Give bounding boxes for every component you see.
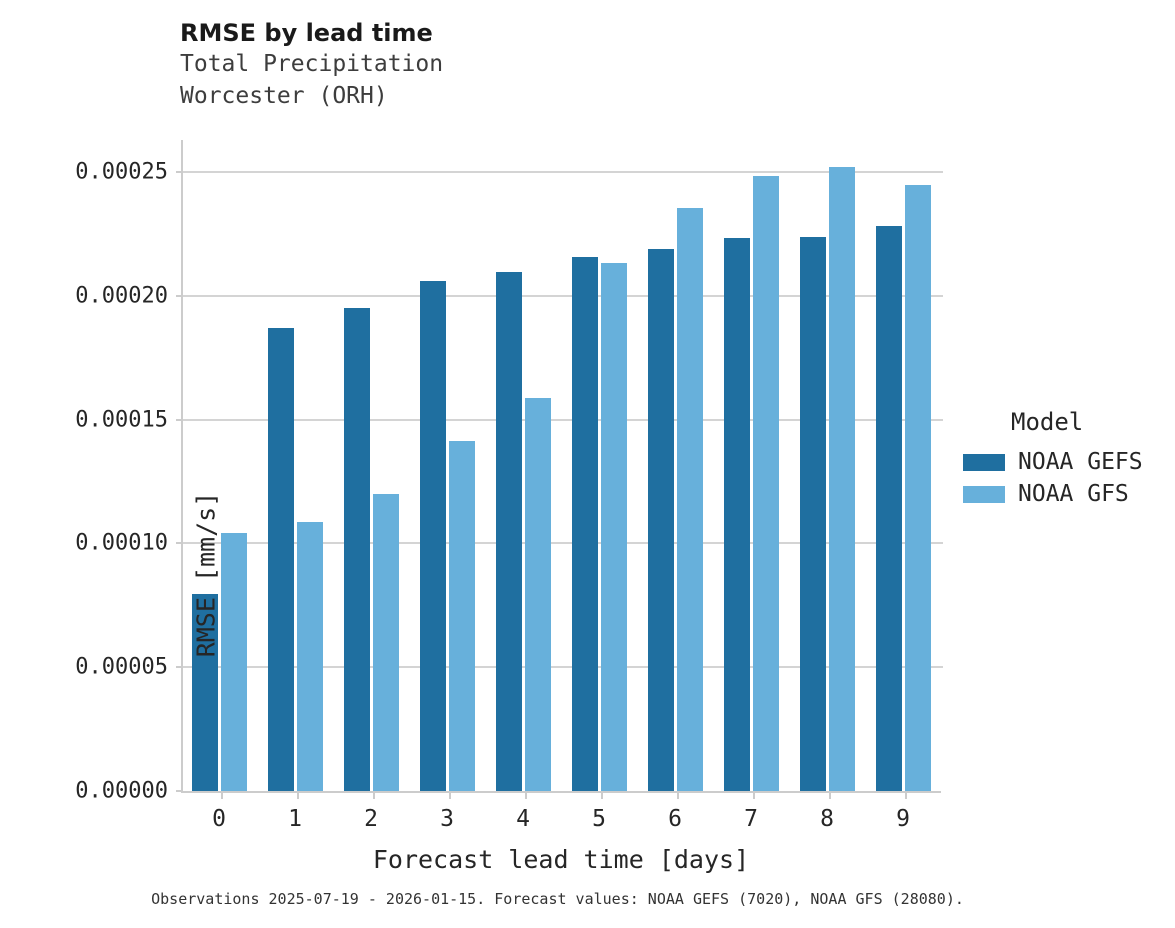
x-axis-tick-label: 6 — [668, 806, 682, 832]
bar-noaa-gefs-lead-1[interactable] — [267, 328, 294, 791]
y-axis-tick-label: 0.00000 — [75, 778, 168, 804]
x-axis-tick-label: 1 — [288, 806, 302, 832]
legend-item-label: NOAA GFS — [1018, 481, 1129, 507]
bar-noaa-gfs-lead-6[interactable] — [677, 207, 704, 791]
x-axis-tick-label: 8 — [820, 806, 834, 832]
bar-noaa-gefs-lead-5[interactable] — [571, 257, 598, 791]
y-axis-tick-label: 0.00010 — [75, 530, 168, 556]
y-axis-tickmark — [176, 790, 183, 792]
bar-noaa-gfs-lead-5[interactable] — [601, 263, 628, 791]
gridline — [183, 294, 943, 297]
chart-subtitle-variable: Total Precipitation — [180, 51, 444, 77]
y-axis-tick-labels: 0.00000 0.00005 0.00010 0.00015 0.00020 0.000… — [0, 140, 168, 804]
y-axis-title: RMSE [mm/s] — [191, 491, 221, 658]
y-axis-tickmark — [176, 666, 183, 669]
bar-noaa-gfs-lead-9[interactable] — [905, 185, 932, 791]
x-axis-tickmark — [601, 791, 603, 799]
bar-noaa-gefs-lead-9[interactable] — [875, 225, 902, 791]
bar-noaa-gfs-lead-1[interactable] — [297, 522, 324, 791]
x-axis-tickmark — [905, 791, 907, 799]
x-axis-tickmark — [677, 791, 679, 799]
bar-noaa-gfs-lead-4[interactable] — [525, 398, 552, 791]
y-axis-tick-label: 0.00020 — [75, 283, 168, 309]
legend-item-noaa-gefs[interactable]: NOAA GEFS — [963, 446, 1175, 478]
x-axis-tick-label: 5 — [592, 806, 606, 832]
bar-noaa-gfs-lead-7[interactable] — [753, 176, 780, 791]
bar-noaa-gefs-lead-3[interactable] — [419, 280, 446, 791]
x-axis-tick-label: 2 — [364, 806, 378, 832]
y-axis-tickmark — [176, 294, 183, 297]
bar-noaa-gfs-lead-0[interactable] — [221, 533, 248, 791]
y-axis-tick-label: 0.00005 — [75, 654, 168, 680]
gridline — [183, 418, 943, 421]
y-axis-tickmark — [176, 171, 183, 174]
footnote: Observations 2025-07-19 - 2026-01-15. Fo… — [151, 890, 964, 908]
chart-subtitle-station: Worcester (ORH) — [180, 83, 388, 109]
bar-noaa-gfs-lead-8[interactable] — [829, 167, 856, 791]
y-axis-tick-label: 0.00015 — [75, 407, 168, 433]
plot-area — [176, 140, 943, 799]
legend: Model NOAA GEFS NOAA GFS — [963, 408, 1175, 510]
legend-swatch-icon — [963, 485, 1005, 503]
bar-noaa-gefs-lead-8[interactable] — [799, 237, 826, 791]
legend-swatch-icon — [963, 453, 1005, 471]
bar-noaa-gefs-lead-2[interactable] — [343, 308, 370, 791]
legend-title: Model — [1011, 408, 1084, 436]
x-axis-tick-label: 7 — [744, 806, 758, 832]
y-axis-tick-label: 0.00025 — [75, 159, 168, 185]
x-axis-tickmark — [753, 791, 755, 799]
x-axis-tickmark — [297, 791, 299, 799]
legend-item-label: NOAA GEFS — [1018, 449, 1143, 475]
gridline — [183, 666, 943, 669]
plot-wrapper: RMSE [mm/s] — [176, 140, 943, 799]
bar-noaa-gefs-lead-4[interactable] — [495, 271, 522, 791]
x-axis-tick-label: 3 — [440, 806, 454, 832]
y-axis-tickmark — [176, 418, 183, 421]
bar-noaa-gfs-lead-3[interactable] — [449, 440, 476, 791]
title-block: RMSE by lead time Total Precipitation Wo… — [180, 18, 443, 112]
x-axis-tick-label: 0 — [212, 806, 226, 832]
bar-noaa-gefs-lead-0[interactable] — [191, 594, 218, 791]
x-axis-tickmark — [829, 791, 831, 799]
page-title: RMSE by lead time — [180, 19, 433, 47]
x-axis-tickmark — [221, 791, 223, 799]
x-axis-tickmark — [449, 791, 451, 799]
y-axis-tickmark — [176, 542, 183, 545]
bar-noaa-gefs-lead-7[interactable] — [723, 238, 750, 791]
legend-item-noaa-gfs[interactable]: NOAA GFS — [963, 478, 1175, 510]
gridline — [183, 171, 943, 174]
gridline — [183, 542, 943, 545]
bar-noaa-gfs-lead-2[interactable] — [373, 493, 400, 791]
x-axis-title: Forecast lead time [days] — [372, 845, 750, 874]
bar-noaa-gefs-lead-6[interactable] — [647, 249, 674, 791]
x-axis-tick-label: 9 — [896, 806, 910, 832]
x-axis-tickmark — [373, 791, 375, 799]
bars-layer — [183, 140, 943, 791]
x-axis-tick-label: 4 — [516, 806, 530, 832]
x-axis-tickmark — [525, 791, 527, 799]
